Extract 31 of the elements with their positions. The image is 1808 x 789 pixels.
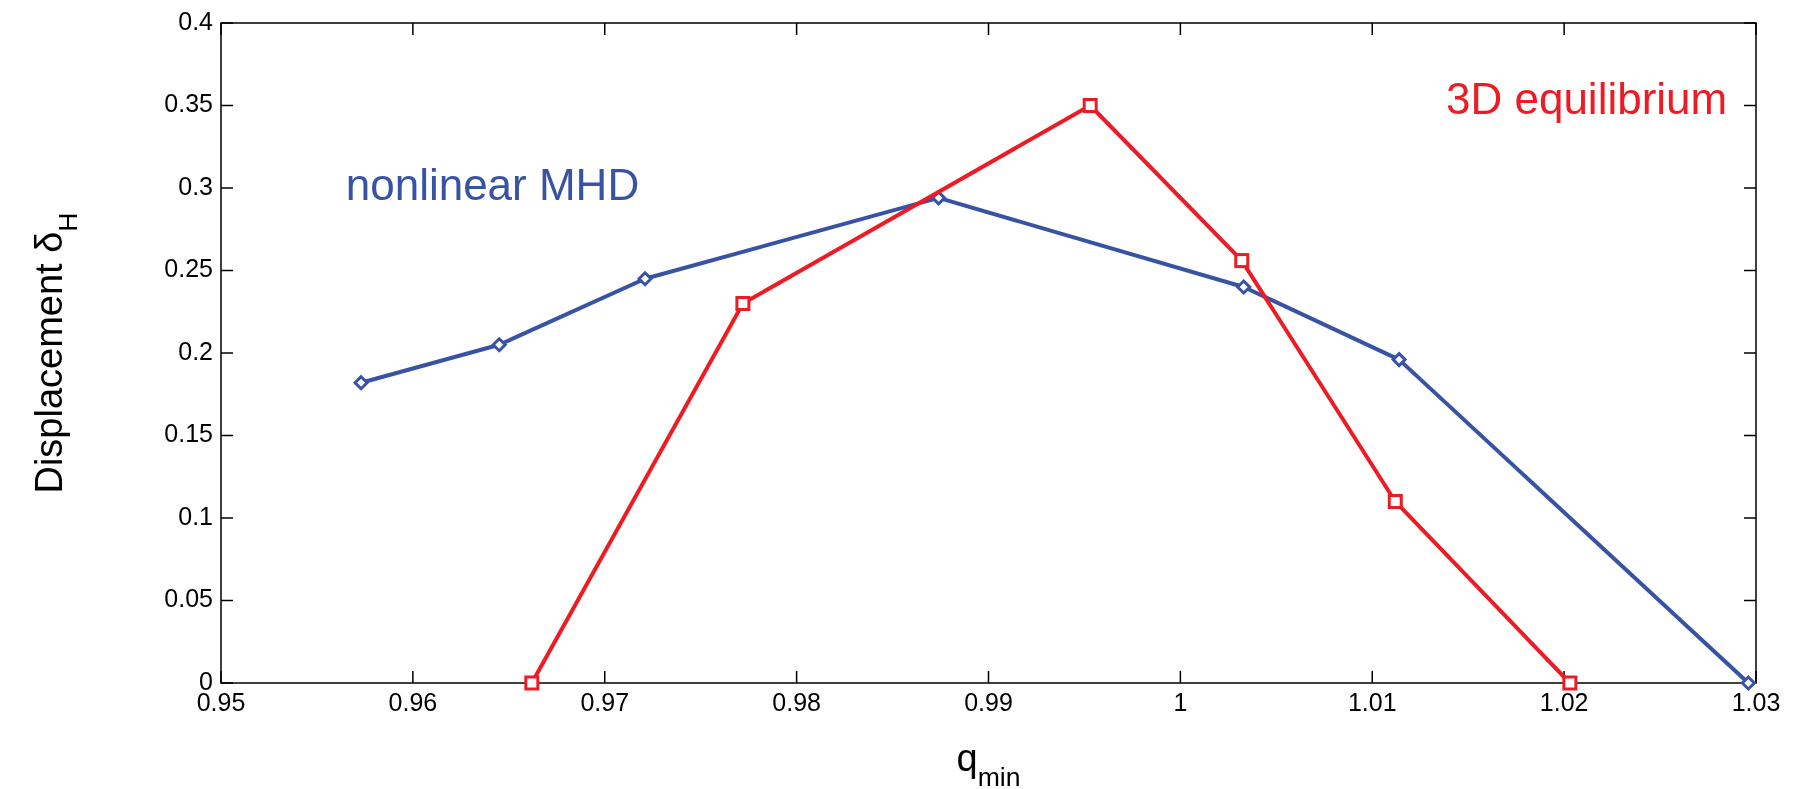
point — [637, 271, 653, 287]
y-tick-label: 0.1 — [178, 501, 213, 530]
point — [1234, 253, 1250, 269]
x-tick-label: 1.01 — [1347, 688, 1397, 716]
point — [1562, 675, 1578, 691]
point — [524, 675, 540, 691]
point — [1387, 494, 1403, 509]
x-tick-label: 1 — [1173, 688, 1188, 716]
x-tick-label: 1.03 — [1731, 688, 1781, 716]
y-tick-label: 0.05 — [164, 584, 213, 613]
y-tick-label: 0.2 — [178, 336, 213, 365]
point — [353, 375, 369, 391]
y-tick-label: 0.25 — [164, 254, 213, 283]
point — [1236, 279, 1252, 295]
y-tick-label: 0.15 — [164, 419, 213, 448]
y-tick-label: 0.35 — [164, 89, 213, 118]
point — [1391, 352, 1407, 368]
series-label: nonlinear MHD — [345, 159, 640, 209]
x-tick-label: 0.96 — [388, 688, 438, 716]
x-tick-label: 0.98 — [772, 688, 821, 716]
x-axis-title: q$_{min}$ — [956, 737, 1021, 789]
y-tick-label: 0.4 — [178, 6, 214, 35]
text: 3D equilibrium — [1445, 73, 1728, 123]
x-tick-label: 0.99 — [964, 688, 1013, 716]
point — [491, 337, 507, 353]
point — [735, 296, 751, 311]
point — [1082, 98, 1098, 113]
y-tick-label: 0.3 — [178, 171, 213, 200]
x-tick-label: 0.97 — [580, 688, 630, 716]
point — [1740, 675, 1756, 691]
x-tick-label: 1.02 — [1539, 688, 1589, 716]
